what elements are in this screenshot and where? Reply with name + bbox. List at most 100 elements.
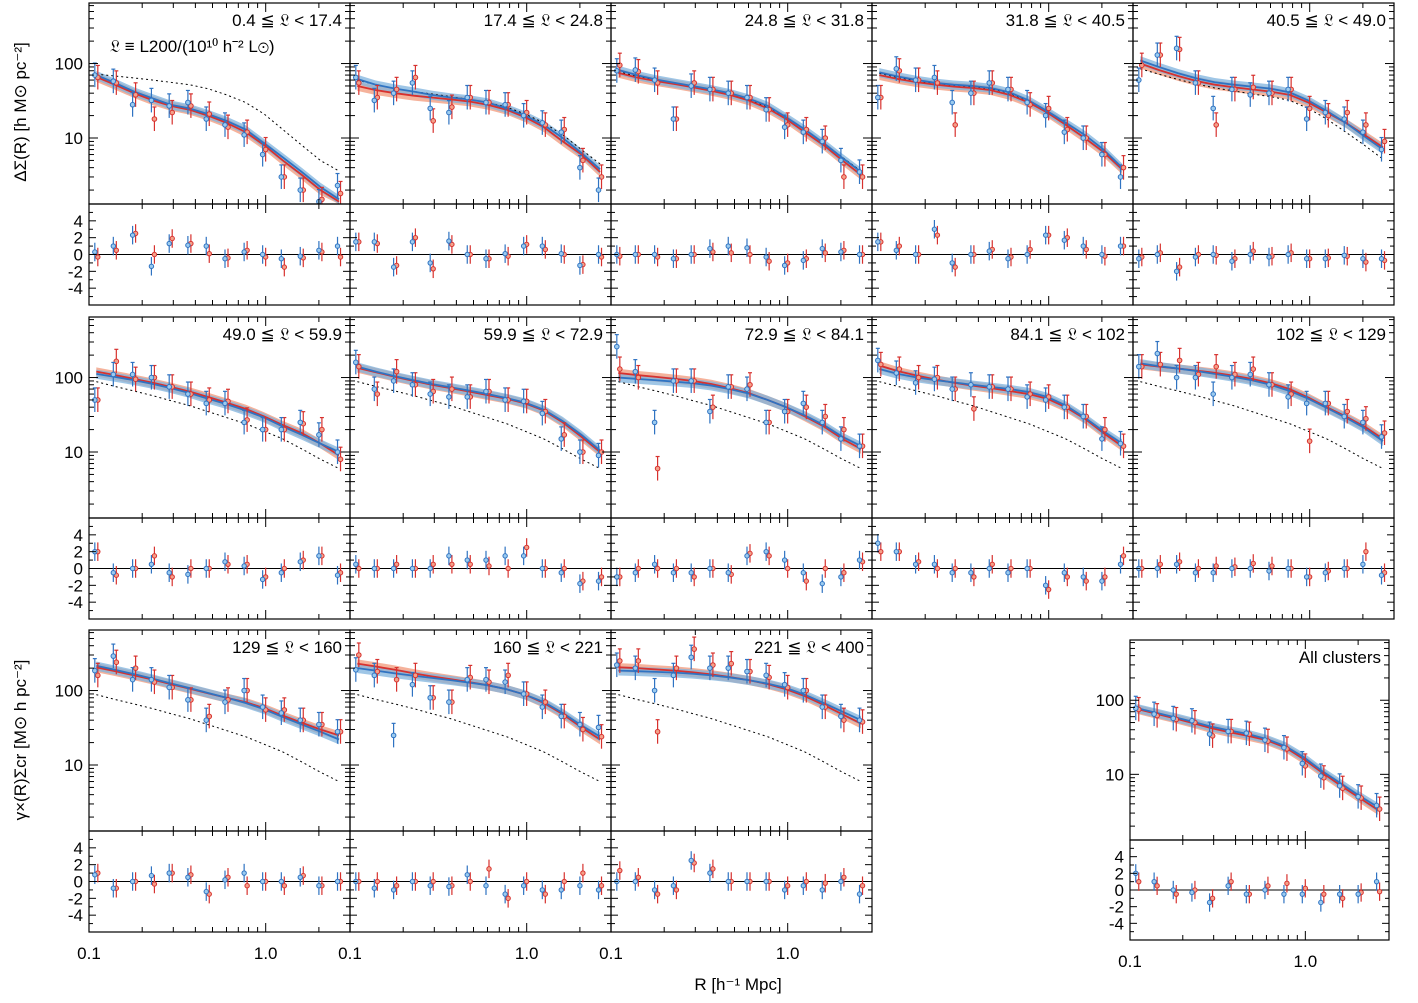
residual-blue-point <box>651 251 658 258</box>
residual-blue-point <box>390 264 397 270</box>
reference-curve <box>96 73 340 172</box>
residual-blue-point <box>875 239 881 245</box>
data-red-point <box>1344 109 1351 116</box>
panel-9: 84.1 ≦ 𝔏 < 102 <box>871 316 1134 620</box>
data-red-point <box>1363 415 1369 422</box>
residual-red-point <box>822 250 828 256</box>
data-blue-point <box>931 74 938 81</box>
residual-blue-point <box>1262 887 1268 893</box>
residual-red-point <box>505 895 511 902</box>
residual-red-point <box>467 561 473 567</box>
data-red-point <box>1363 122 1369 128</box>
data-blue-point <box>520 398 527 405</box>
residual-tick-label: 2 <box>74 856 83 875</box>
residual-blue-point <box>539 887 546 893</box>
data-blue-point <box>316 432 322 438</box>
data-red-point <box>1250 366 1257 372</box>
residual-tick-label: -4 <box>1109 914 1124 933</box>
data-blue-point <box>725 384 732 390</box>
data-red-point <box>449 386 455 392</box>
reference-curve <box>357 381 601 469</box>
residual-blue-point <box>1322 570 1329 576</box>
data-blue-point <box>763 106 769 113</box>
main-frame <box>610 629 873 832</box>
data-blue-point <box>334 728 341 735</box>
data-blue-point <box>725 665 732 671</box>
data-blue-point <box>986 80 993 86</box>
data-blue-point <box>577 164 583 171</box>
residual-blue-point <box>520 553 527 559</box>
data-red-point <box>822 135 829 141</box>
residual-red-point <box>356 565 362 572</box>
residual-blue-point <box>949 570 955 576</box>
data-blue-point <box>875 357 881 364</box>
data-blue-point <box>92 667 98 674</box>
data-red-point <box>356 363 362 370</box>
residual-blue-point <box>744 878 750 885</box>
data-blue-point <box>241 687 247 694</box>
residual-blue-point <box>856 891 863 897</box>
residual-red-point <box>1265 883 1271 889</box>
residual-blue-point <box>1281 891 1287 897</box>
residual-blue-point <box>464 251 470 258</box>
residual-blue-point <box>1266 568 1272 574</box>
panel-11: 129 ≦ 𝔏 < 160 10 100 420-2-4 0.1 1.0 <box>55 629 351 963</box>
residual-blue-point <box>1378 572 1385 578</box>
data-blue-point <box>166 684 173 691</box>
data-red-point <box>206 713 213 720</box>
panel-title: 160 ≦ 𝔏 < 221 <box>493 638 603 657</box>
residual-blue-point <box>334 572 341 578</box>
data-red-point <box>374 391 381 397</box>
model-line-blue <box>96 664 340 741</box>
data-blue-point <box>1229 86 1235 93</box>
residual-red-point <box>206 250 212 257</box>
residual-red-point <box>878 548 884 555</box>
panel-2: 17.4 ≦ 𝔏 < 24.8 <box>349 2 612 306</box>
data-blue-point <box>409 681 416 688</box>
data-red-point <box>1306 438 1313 444</box>
residual-blue-point <box>1192 570 1199 576</box>
data-red-point <box>505 672 511 679</box>
residual-red-point <box>654 565 661 572</box>
y-tick-label: 100 <box>55 369 83 388</box>
residual-red-point <box>635 874 642 880</box>
panel-title: 49.0 ≦ 𝔏 < 59.9 <box>223 325 342 344</box>
residual-red-point <box>673 887 680 893</box>
residual-blue-point <box>148 263 155 269</box>
reference-curve <box>618 694 862 782</box>
data-blue-point <box>222 400 228 407</box>
residual-blue-point <box>278 570 285 576</box>
data-blue-point <box>875 94 881 101</box>
panel-title: 17.4 ≦ 𝔏 < 24.8 <box>484 11 603 30</box>
data-red-point <box>580 726 586 733</box>
data-red-point <box>542 699 549 705</box>
data-blue-point <box>670 378 677 384</box>
data-blue-point <box>688 378 695 384</box>
panel-6: 49.0 ≦ 𝔏 < 59.9 10 100 420-2-4 <box>55 316 351 620</box>
data-red-point <box>691 646 698 652</box>
residual-blue-point <box>371 239 378 245</box>
data-blue-point <box>707 408 713 415</box>
residual-red-point <box>281 565 288 572</box>
residual-blue-point <box>968 251 974 258</box>
residual-blue-point <box>390 565 397 572</box>
data-blue-point <box>912 77 919 83</box>
data-blue-point <box>707 665 713 671</box>
residual-blue-point <box>502 553 508 559</box>
data-blue-point <box>1206 731 1213 737</box>
model-line-blue <box>357 667 601 738</box>
residual-blue-point <box>632 570 639 576</box>
residual-blue-point <box>241 249 247 255</box>
residual-tick-label: 2 <box>1115 864 1124 883</box>
data-blue-point <box>1042 397 1049 403</box>
residual-red-point <box>281 264 288 270</box>
residual-blue-point <box>520 243 527 249</box>
data-blue-point <box>595 187 602 193</box>
main-frame <box>610 2 873 205</box>
residual-blue-point <box>838 574 844 580</box>
residual-blue-point <box>409 565 416 572</box>
residual-red-point <box>710 866 716 872</box>
y-axis-label-cross: γ×(R)Σcr [M⊙ h pc⁻²] <box>11 660 30 821</box>
data-blue-point <box>1117 440 1124 447</box>
data-blue-point <box>371 97 378 104</box>
